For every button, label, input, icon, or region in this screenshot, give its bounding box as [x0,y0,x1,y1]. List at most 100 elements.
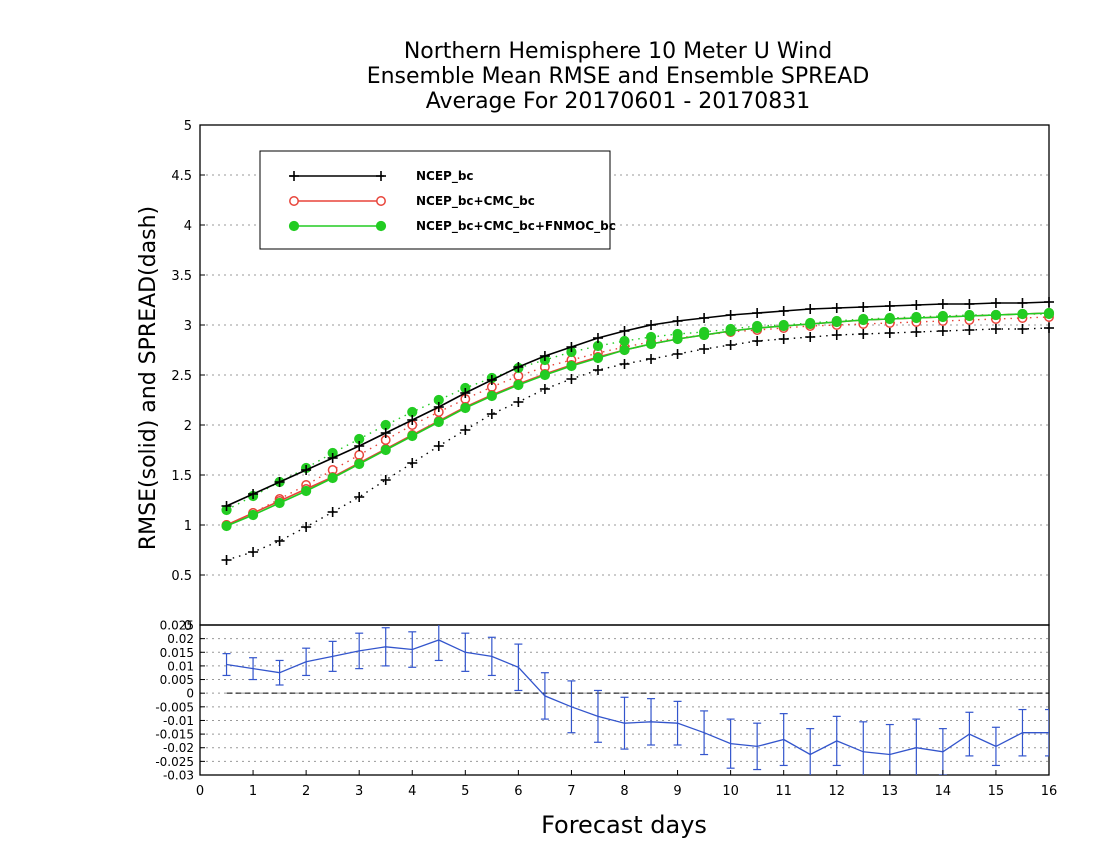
y-tick-label-top: 3.5 [171,269,192,284]
data-point [964,325,975,335]
data-point [460,402,471,414]
series-5 [221,308,1055,516]
data-point [376,196,386,206]
series-line [226,312,1050,527]
data-point [964,310,975,322]
data-point [778,320,789,332]
data-point [513,379,524,391]
series-4 [221,312,1054,530]
data-point [699,313,710,323]
x-tick-label: 16 [1041,784,1058,799]
error-bar [938,728,947,775]
data-point [990,298,1001,308]
data-point [301,465,312,475]
data-point [884,313,895,325]
data-point [301,485,312,497]
data-point [645,338,657,350]
data-point [566,360,577,372]
series-1 [221,308,1054,530]
data-point [725,340,736,350]
chart-title-line-2: Ensemble Mean RMSE and Ensemble SPREAD [367,64,870,89]
difference-line [226,639,1049,756]
data-point [619,359,630,369]
y-tick-label-top: 1 [184,519,192,534]
chart-title-line-3: Average For 20170601 - 20170831 [426,89,811,114]
y-tick-label-top: 1.5 [171,469,192,484]
error-bar [965,711,974,757]
data-point [380,475,391,485]
error-bar [912,718,921,775]
data-point [407,430,418,442]
data-point [354,450,365,460]
x-tick-label: 2 [302,784,310,799]
data-point [247,509,259,521]
data-point [248,547,259,557]
series-line [226,301,1050,507]
data-point [911,327,922,337]
x-tick-label: 1 [249,784,257,799]
data-point [288,220,300,232]
data-point [433,402,444,412]
legend-label: NCEP_bc [416,169,474,184]
data-point [1044,297,1054,307]
data-point [513,362,524,372]
data-point [752,336,763,346]
data-point [375,220,387,232]
error-bar [249,657,258,681]
series-2 [221,307,1055,532]
data-point [513,397,524,407]
data-point [990,324,1001,334]
legend-label: NCEP_bc+CMC_bc [416,194,535,209]
y-axis-title: RMSE(solid) and SPREAD(dash) [136,206,161,550]
data-point [990,309,1002,321]
data-point [725,310,736,320]
data-point [672,349,683,359]
data-point [778,306,789,316]
data-point [752,308,763,318]
series-3 [221,323,1054,565]
y-tick-label-top: 4 [184,219,192,234]
data-point [248,489,259,499]
error-bar [328,640,337,672]
y-tick-label-top-zero: 0 [184,619,192,634]
y-tick-label-top: 2 [184,419,192,434]
data-point [592,333,603,343]
error-bar [991,726,1000,767]
error-bar [434,625,443,662]
data-point [937,299,948,309]
error-bar [806,728,815,775]
y-tick-label-top: 4.5 [171,169,192,184]
y-tick-label-bottom: -0.015 [155,728,194,742]
data-point [221,555,232,565]
data-point [539,369,551,381]
error-bar [779,713,788,767]
error-bar [408,631,417,668]
legend-label: NCEP_bc+CMC_bc+FNMOC_bc [416,219,616,234]
legend-box [259,150,611,250]
data-point [805,332,816,342]
data-point [289,196,299,206]
data-point [831,330,842,340]
error-bar [673,700,682,746]
y-tick-label-bottom: 0.02 [167,632,194,646]
x-tick-label: 6 [514,784,522,799]
error-bar [487,636,496,677]
data-point [354,458,365,470]
y-tick-label-bottom: 0.005 [160,673,194,687]
y-tick-label-top: 3 [184,319,192,334]
y-tick-label-bottom: 0.015 [160,646,194,660]
data-point [376,171,386,181]
data-point [858,314,869,326]
x-tick-label: 12 [828,784,845,799]
x-tick-label: 10 [722,784,739,799]
data-point [354,492,365,502]
series-line [226,316,1050,526]
error-bar [1045,708,1049,757]
data-point [301,522,312,532]
x-tick-label: 15 [988,784,1005,799]
series-line [226,312,1050,526]
error-bar [726,718,735,769]
data-point [831,303,842,313]
error-bar [620,696,629,750]
x-tick-label: 8 [620,784,628,799]
